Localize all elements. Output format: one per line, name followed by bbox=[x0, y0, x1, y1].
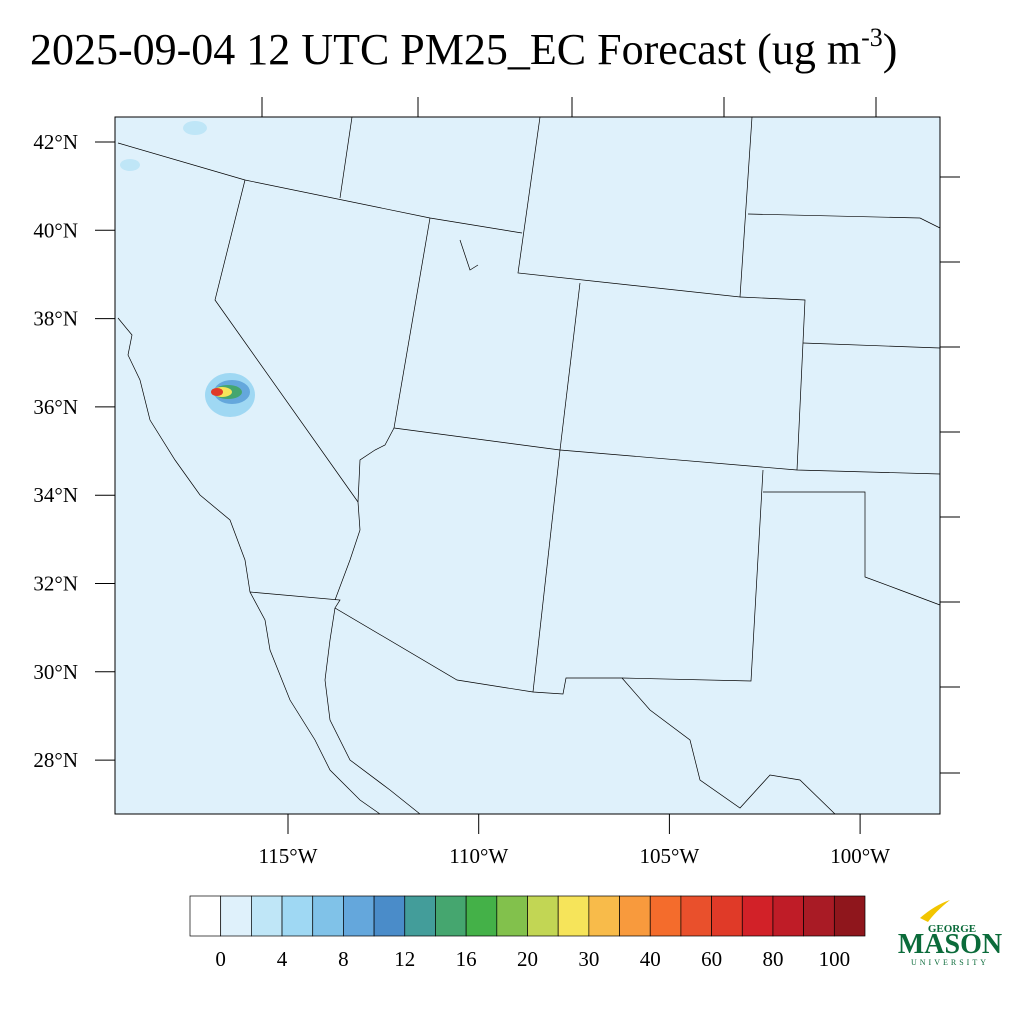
colorbar-box bbox=[711, 895, 743, 937]
lat-label: 40°N bbox=[33, 218, 78, 242]
colorbar-box bbox=[435, 895, 467, 937]
border bbox=[393, 427, 941, 475]
border bbox=[117, 142, 523, 234]
plume bbox=[120, 159, 140, 171]
lat-label: 28°N bbox=[33, 748, 78, 772]
colorbar-label: 40 bbox=[640, 947, 661, 971]
border bbox=[517, 116, 753, 298]
map-frame bbox=[114, 116, 941, 815]
colorbar-box bbox=[281, 895, 314, 937]
lake bbox=[459, 239, 479, 271]
border bbox=[532, 449, 561, 693]
title: 2025-09-04 12 UTC PM25_EC Forecast (ug m… bbox=[30, 23, 897, 74]
border bbox=[249, 469, 764, 695]
colorbar-box bbox=[649, 895, 682, 937]
colorbar-label: 30 bbox=[578, 947, 599, 971]
border bbox=[393, 217, 431, 429]
colorbar-box bbox=[588, 895, 620, 937]
colorbar-box bbox=[680, 895, 712, 937]
colorbar-label: 8 bbox=[338, 947, 349, 971]
border bbox=[559, 282, 581, 451]
colorbar-label: 0 bbox=[215, 947, 226, 971]
coast bbox=[324, 607, 421, 815]
lon-label: 100°W bbox=[830, 844, 890, 868]
lon-label: 105°W bbox=[640, 844, 700, 868]
plume bbox=[183, 121, 207, 135]
plume bbox=[211, 388, 223, 396]
colorbar-box bbox=[619, 895, 651, 937]
colorbar-box bbox=[343, 895, 375, 937]
border bbox=[621, 677, 836, 815]
colorbar-box bbox=[220, 895, 252, 937]
title-sup: -3 bbox=[861, 23, 883, 52]
colorbar-box bbox=[465, 895, 498, 937]
colorbar-box bbox=[496, 895, 528, 937]
lat-label: 36°N bbox=[33, 395, 78, 419]
logo: GEORGE MASON UNIVERSITY bbox=[898, 900, 1002, 967]
lon-label: 110°W bbox=[449, 844, 508, 868]
lat-label: 38°N bbox=[33, 307, 78, 331]
colorbar-label: 4 bbox=[277, 947, 288, 971]
colorbar-box bbox=[527, 895, 559, 937]
colorbar-label: 16 bbox=[456, 947, 477, 971]
logo-top: GEORGE bbox=[928, 923, 976, 935]
colorbar-box bbox=[741, 895, 774, 937]
colorbar-label: 100 bbox=[819, 947, 851, 971]
logo-flame bbox=[920, 900, 950, 922]
logo-bottom: UNIVERSITY bbox=[911, 958, 989, 967]
colorbar-box bbox=[404, 895, 436, 937]
river bbox=[334, 427, 395, 601]
colorbar-box bbox=[373, 895, 406, 937]
border bbox=[214, 179, 359, 503]
coast bbox=[117, 317, 381, 815]
lat-label: 42°N bbox=[33, 130, 78, 154]
lat-label: 30°N bbox=[33, 660, 78, 684]
colorbar-box bbox=[312, 895, 344, 937]
smoke-plume bbox=[120, 121, 255, 417]
border bbox=[763, 491, 941, 606]
border bbox=[739, 296, 806, 471]
border bbox=[747, 213, 941, 229]
border bbox=[339, 116, 353, 199]
colorbar-label: 60 bbox=[701, 947, 722, 971]
colorbar-box bbox=[189, 895, 222, 937]
colorbar-box bbox=[772, 895, 804, 937]
border bbox=[802, 342, 941, 349]
frame-ticks bbox=[261, 97, 960, 774]
lat-label: 34°N bbox=[33, 483, 78, 507]
colorbar-label: 12 bbox=[394, 947, 415, 971]
map-background bbox=[115, 117, 940, 814]
colorbar-label: 80 bbox=[762, 947, 783, 971]
lat-label: 32°N bbox=[33, 572, 78, 596]
logo-main: MASON bbox=[898, 929, 1002, 960]
title-end: ) bbox=[883, 25, 898, 74]
colorbar-box bbox=[803, 895, 835, 937]
title-main: 2025-09-04 12 UTC PM25_EC Forecast (ug m bbox=[30, 25, 861, 74]
colorbar-box bbox=[251, 895, 283, 937]
boundaries bbox=[117, 116, 941, 815]
lon-label: 115°W bbox=[259, 844, 318, 868]
colorbar-label: 20 bbox=[517, 947, 538, 971]
colorbar-box bbox=[833, 895, 866, 937]
colorbar-box bbox=[557, 895, 590, 937]
